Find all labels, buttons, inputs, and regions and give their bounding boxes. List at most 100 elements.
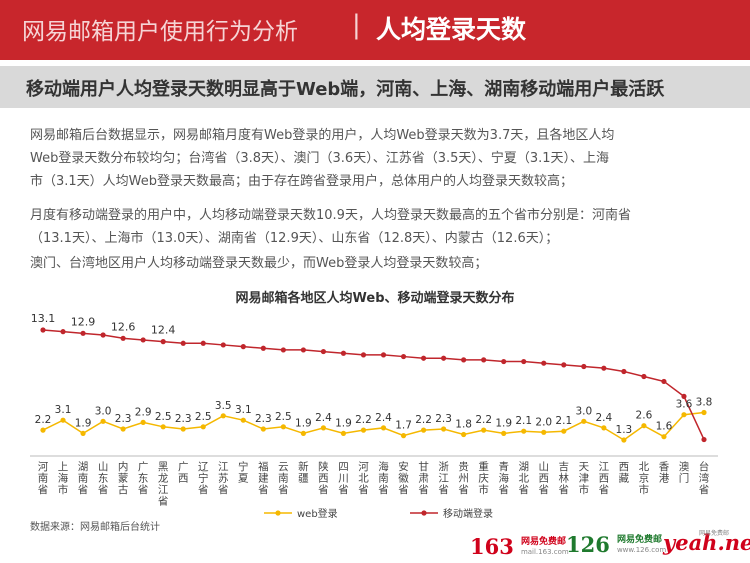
web-point (100, 418, 106, 424)
web-point (240, 417, 246, 423)
category-label: 宁夏 (238, 460, 249, 485)
category-label: 浙江省 (438, 461, 449, 496)
title-separator: | (352, 10, 361, 40)
web-data-label: 1.8 (455, 419, 472, 431)
paragraph-line-1: 网易邮箱后台数据显示，网易邮箱月度有Web登录的用户，人均Web登录天数为3.7… (30, 128, 615, 143)
category-label: 青海省 (498, 460, 509, 496)
web-point (280, 424, 286, 430)
category-label: 山东省 (98, 461, 109, 496)
page-title: 网易邮箱用户使用行为分析 (22, 19, 298, 45)
mobile-point (380, 352, 387, 358)
mobile-point (160, 339, 166, 345)
logo-163-name: 网易免费邮 (520, 536, 566, 547)
category-label: 香港 (659, 461, 670, 485)
mobile-point (260, 345, 266, 351)
mobile-point (140, 337, 146, 343)
mobile-data-label: 13.1 (31, 312, 56, 325)
category-label: 吉林省 (559, 461, 570, 496)
category-label: 陕西省 (318, 460, 329, 496)
web-point (60, 417, 66, 423)
web-data-label: 2.3 (435, 413, 452, 425)
category-label: 广西 (178, 461, 189, 485)
category-label: 天津市 (579, 461, 590, 496)
web-data-label: 2.9 (135, 406, 152, 418)
mobile-point (481, 357, 487, 363)
category-label: 江西省 (599, 461, 610, 496)
web-point (701, 409, 707, 416)
mobile-point (280, 347, 286, 353)
web-data-label: 2.6 (636, 410, 653, 422)
web-point (160, 424, 166, 430)
web-point (400, 433, 407, 439)
category-label: 安徽省 (398, 460, 409, 496)
category-label: 山西省 (539, 461, 550, 496)
web-data-label: 3.1 (235, 404, 252, 416)
login-days-chart: 网易邮箱各地区人均Web、移动端登录天数分布2.23.11.93.02.32.9… (30, 290, 718, 520)
web-data-label: 3.0 (575, 405, 592, 417)
web-data-label: 2.2 (35, 414, 52, 426)
logo-yeah: yeah.net 网易免费邮 (663, 530, 750, 555)
paragraph-line-4: 月度有移动端登录的用户中，人均移动端登录天数10.9天，人均登录天数最高的五个省… (30, 208, 631, 223)
category-label: 贵州省 (458, 460, 469, 496)
category-label: 新疆 (298, 460, 309, 485)
series-line-web (42, 411, 705, 441)
logo-126: 126 网易免费邮 www.126.com (566, 532, 666, 557)
web-data-label: 2.3 (115, 413, 132, 425)
legend-web-marker (275, 510, 281, 516)
web-data-label: 3.5 (215, 400, 232, 412)
mobile-point (180, 340, 186, 346)
mobile-point (621, 368, 627, 375)
web-data-label: 1.9 (495, 417, 512, 429)
web-data-label: 1.3 (616, 424, 633, 436)
web-point (420, 427, 427, 433)
mobile-data-label: 12.4 (151, 324, 176, 337)
mobile-point (400, 353, 407, 360)
mobile-point (300, 347, 306, 353)
web-data-label: 2.1 (555, 415, 572, 427)
header-bar: 网易邮箱用户使用行为分析 | 人均登录天数 (0, 0, 750, 60)
mobile-point (320, 348, 327, 355)
mobile-point (701, 436, 707, 443)
category-label: 湖南省 (78, 461, 89, 496)
paragraph-line-5: （13.1天）、上海市（13.0天）、湖南省（12.9天）、山东省（12.8天）… (30, 231, 559, 246)
web-point (641, 423, 647, 429)
web-data-label: 2.3 (255, 413, 272, 425)
web-data-label: 2.1 (515, 415, 532, 427)
legend-mobile-marker (421, 510, 427, 516)
mobile-point (461, 357, 467, 363)
mobile-data-label: 12.6 (111, 320, 136, 333)
mobile-point (200, 340, 206, 346)
mobile-data-label: 12.9 (71, 315, 96, 328)
logo-126-number: 126 (566, 532, 610, 557)
page-topic: 人均登录天数 (376, 15, 527, 44)
subtitle-bar: 移动端用户人均登录天数明显高于Web端，河南、上海、湖南移动端用户最活跃 (0, 66, 750, 108)
mobile-point (120, 335, 126, 341)
paragraph-line-3: 市（3.1天）人均Web登录天数最高；由于存在跨省登录用户，总体用户的人均登录天… (30, 174, 574, 189)
web-point (541, 429, 547, 435)
category-label: 西藏 (619, 461, 630, 485)
mobile-point (521, 358, 527, 365)
category-label: 云南省 (278, 461, 289, 496)
category-label: 台湾省 (699, 460, 710, 496)
category-label: 上海市 (58, 461, 69, 496)
category-label: 辽宁省 (198, 461, 209, 496)
web-data-label: 2.0 (535, 416, 552, 428)
web-data-label: 2.5 (195, 411, 212, 423)
paragraph-line-2: Web登录天数分布较均匀；台湾省（3.8天）、澳门（3.6天）、江苏省（3.5天… (30, 151, 610, 166)
web-data-label: 3.0 (95, 405, 112, 417)
mobile-point (681, 393, 687, 399)
web-data-label: 2.2 (355, 414, 372, 426)
web-point (581, 418, 587, 424)
category-label: 广东省 (138, 461, 149, 496)
mobile-point (220, 342, 226, 348)
category-label: 湖北省 (518, 461, 529, 496)
web-data-label: 2.5 (155, 411, 172, 423)
web-point (501, 430, 507, 436)
data-source: 数据来源：网易邮箱后台统计 (30, 522, 160, 533)
category-label: 福建省 (258, 460, 269, 496)
logo-yeah-text: yeah.net (663, 530, 750, 555)
web-data-label: 2.4 (375, 412, 392, 424)
logo-yeah-small: 网易免费邮 (699, 530, 730, 537)
web-point (681, 412, 687, 418)
legend-web-label: web登录 (297, 507, 338, 520)
